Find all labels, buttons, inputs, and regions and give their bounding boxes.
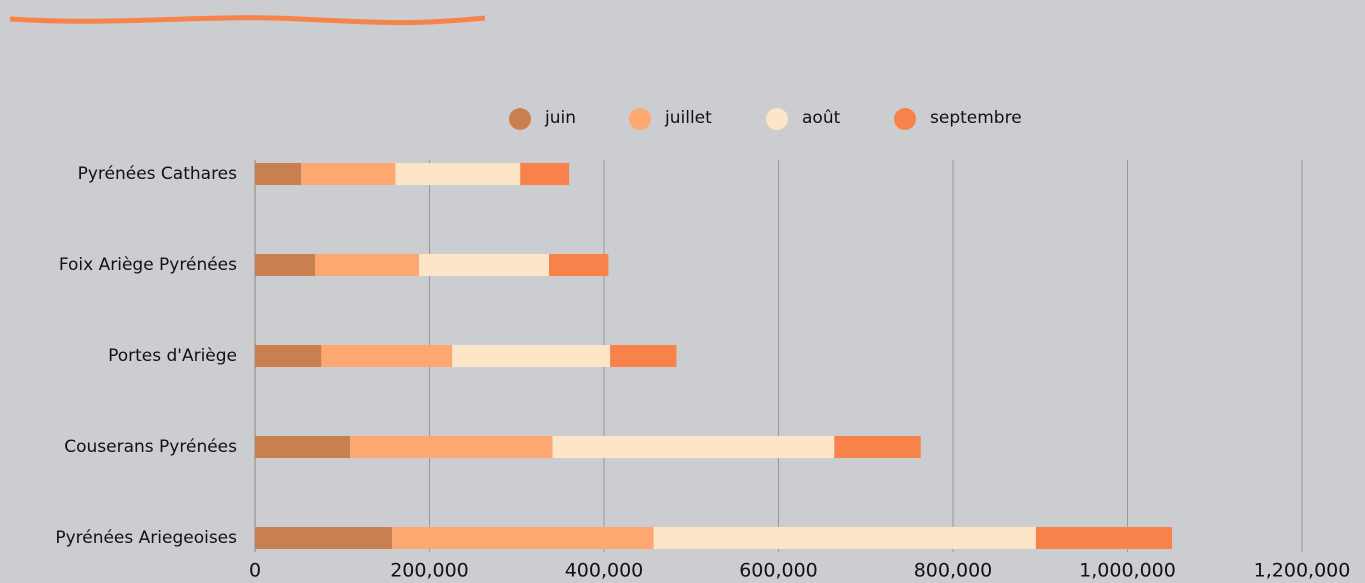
bar-segment xyxy=(255,163,302,185)
legend-label: août xyxy=(802,108,841,128)
legend-swatch xyxy=(509,108,531,130)
category-label: Pyrénées Cathares xyxy=(78,164,238,184)
legend-swatch xyxy=(629,108,651,130)
bar-segment xyxy=(255,254,316,276)
category-label: Portes d'Ariège xyxy=(108,346,237,366)
bar-segment xyxy=(520,163,570,185)
x-tick-label: 1,200,000 xyxy=(1254,560,1351,582)
bar-segment xyxy=(350,436,553,458)
bar-segment xyxy=(653,527,1036,549)
bar-segment xyxy=(610,345,677,367)
x-tick-label: 600,000 xyxy=(739,560,818,582)
bar-segment xyxy=(255,436,351,458)
bar-segment xyxy=(255,527,392,549)
x-tick-label: 0 xyxy=(249,560,261,582)
x-tick-label: 200,000 xyxy=(390,560,469,582)
legend-label: juillet xyxy=(664,108,712,128)
bar-segment xyxy=(395,163,521,185)
x-tick-label: 1,000,000 xyxy=(1079,560,1176,582)
category-label: Pyrénées Ariegeoises xyxy=(55,528,237,548)
bar-segment xyxy=(391,527,654,549)
legend-label: juin xyxy=(544,108,576,128)
x-tick-label: 800,000 xyxy=(914,560,993,582)
bar-segment xyxy=(321,345,453,367)
legend-swatch xyxy=(894,108,916,130)
legend-swatch xyxy=(766,108,788,130)
bar-segment xyxy=(1035,527,1172,549)
bar-segment xyxy=(255,345,322,367)
x-tick-label: 400,000 xyxy=(565,560,644,582)
bar-segment xyxy=(834,436,921,458)
bar-segment xyxy=(452,345,611,367)
category-label: Couserans Pyrénées xyxy=(64,437,237,457)
category-label: Foix Ariège Pyrénées xyxy=(59,255,237,275)
decoration xyxy=(9,15,486,26)
bar-segment xyxy=(419,254,550,276)
bar-segment xyxy=(552,436,835,458)
bar-segment xyxy=(301,163,396,185)
legend-label: septembre xyxy=(930,108,1022,128)
bar-segment xyxy=(549,254,609,276)
bar-segment xyxy=(315,254,420,276)
